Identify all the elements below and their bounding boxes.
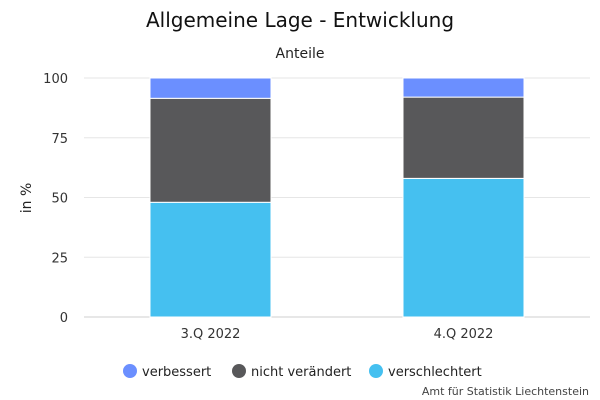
- chart-subtitle: Anteile: [276, 46, 325, 62]
- y-axis-ticks: 0 25 50 75 100: [43, 72, 68, 326]
- legend-marker: [369, 364, 383, 378]
- legend-item[interactable]: verschlechtert: [369, 364, 482, 380]
- bar-segment[interactable]: [402, 177, 525, 318]
- x-tick-label: 3.Q 2022: [181, 327, 241, 342]
- y-axis-label: in %: [19, 183, 35, 214]
- legend-item[interactable]: nicht verändert: [232, 364, 351, 380]
- bar-segment[interactable]: [149, 77, 272, 99]
- y-tick-label: 25: [51, 251, 68, 266]
- y-tick-label: 50: [51, 192, 68, 207]
- y-tick-label: 75: [51, 132, 68, 147]
- legend: verbessert nicht verändert verschlechtert: [123, 364, 482, 380]
- y-tick-label: 100: [43, 72, 68, 87]
- bars: [149, 77, 525, 318]
- bar-segment[interactable]: [402, 77, 525, 98]
- legend-label: nicht verändert: [251, 365, 351, 380]
- x-axis-ticks: 3.Q 2022 4.Q 2022: [181, 327, 494, 342]
- bar-segment[interactable]: [149, 97, 272, 203]
- legend-marker: [123, 364, 137, 378]
- chart-title: Allgemeine Lage - Entwicklung: [146, 8, 454, 32]
- legend-label: verbessert: [142, 365, 211, 380]
- legend-label: verschlechtert: [388, 365, 482, 380]
- credit-text: Amt für Statistik Liechtenstein: [422, 385, 589, 398]
- bar-segment[interactable]: [149, 201, 272, 318]
- legend-marker: [232, 364, 246, 378]
- legend-item[interactable]: verbessert: [123, 364, 211, 380]
- bar-segment[interactable]: [402, 96, 525, 179]
- y-tick-label: 0: [60, 311, 68, 326]
- x-tick-label: 4.Q 2022: [434, 327, 494, 342]
